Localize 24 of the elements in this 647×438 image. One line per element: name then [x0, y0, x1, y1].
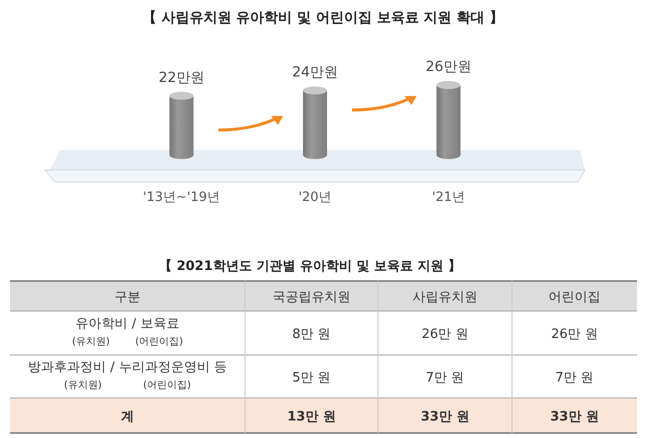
text: 26만 원: [422, 327, 468, 342]
category-label: 계: [121, 410, 134, 424]
data-label: 26만원: [426, 59, 472, 75]
category-label: 유아학비 / 보육료 (유치원) (어린이집): [72, 316, 184, 348]
text: 7만 원: [426, 370, 464, 386]
category-label: 사립유치원: [412, 290, 478, 305]
data-label: 24만원: [292, 64, 338, 80]
text: 33만 원: [420, 410, 470, 424]
x-tick-label: '13년~'19년: [142, 190, 220, 205]
text: 【 2021학년도 기관별 유아학비 및 보육료 지원 】: [159, 258, 461, 274]
category-label: 국공립유치원: [272, 290, 350, 305]
category-label: 방과후과정비 / 누리과정운영비 등 (유치원) (어린이집): [28, 360, 227, 391]
data-label: 22만원: [158, 70, 204, 86]
text: 26만 원: [551, 327, 598, 342]
category-label: 어린이집: [548, 290, 600, 305]
text: 13만 원: [287, 410, 336, 424]
x-tick-label: '20년: [298, 190, 332, 205]
text: 33만 원: [550, 410, 599, 424]
category-label: 구분: [114, 290, 140, 305]
text: 8만 원: [292, 327, 331, 342]
text: 5만 원: [292, 370, 331, 386]
chart-title: 【 사립유치원 유아학비 및 어린이집 보육료 지원 확대 】: [142, 10, 504, 26]
text: 7만 원: [555, 370, 594, 386]
x-tick-label: '21년: [432, 190, 466, 205]
